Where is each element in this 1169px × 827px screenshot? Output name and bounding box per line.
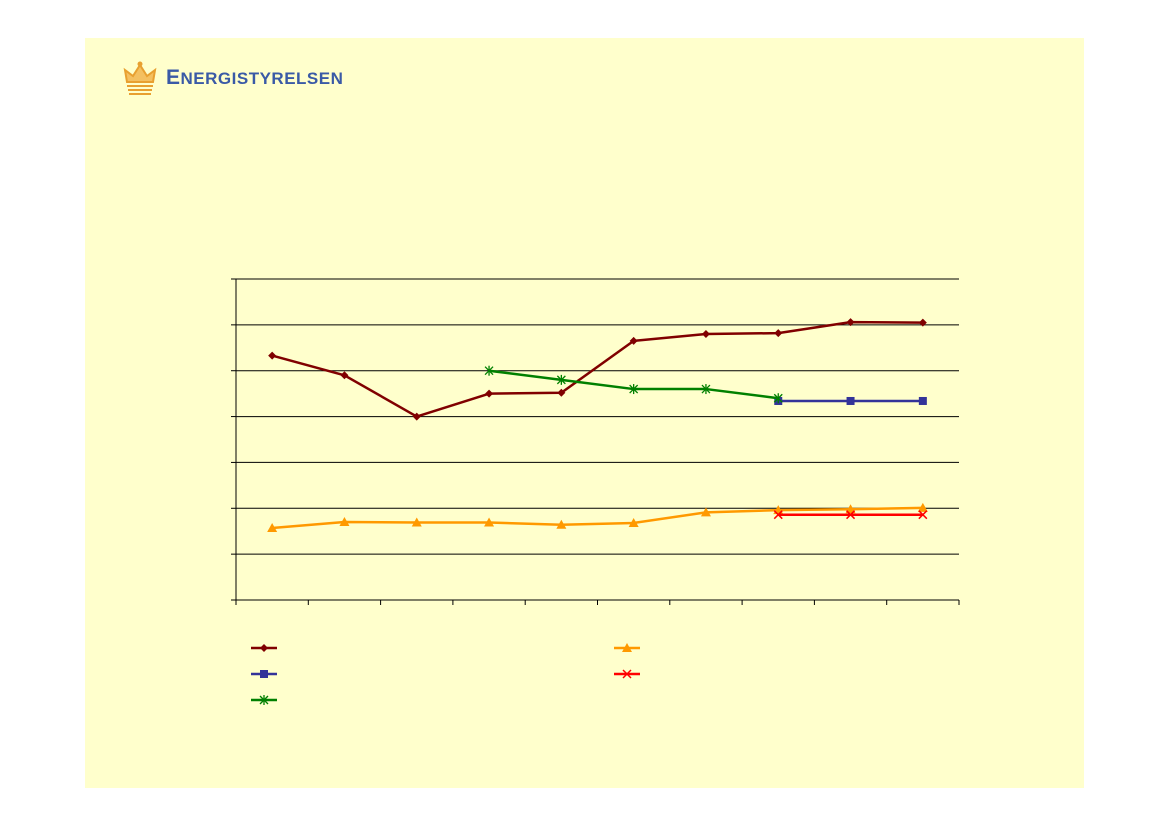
data-point <box>411 517 422 527</box>
data-point <box>628 517 639 527</box>
logo-initial: E <box>166 66 181 89</box>
logo-wordmark: ENERGISTYRELSEN <box>166 66 343 90</box>
logo-rest: NERGISTYRELSEN <box>180 69 344 88</box>
slide-background: ENERGISTYRELSEN <box>85 38 1084 788</box>
data-point <box>845 504 856 514</box>
data-point <box>340 371 349 380</box>
legend-marker <box>622 669 632 679</box>
series-5 <box>484 365 783 404</box>
data-point <box>629 336 638 345</box>
data-point <box>701 330 710 339</box>
legend-entry-2 <box>614 643 640 652</box>
legend-marker <box>259 695 269 705</box>
legend-marker <box>260 670 268 678</box>
chart-axes <box>231 278 960 605</box>
data-point <box>917 502 928 512</box>
data-point <box>556 374 566 385</box>
legend-entry-5 <box>251 695 277 705</box>
data-point <box>846 510 856 520</box>
series-2 <box>267 502 928 533</box>
data-point <box>918 510 928 520</box>
marker-stroke <box>918 510 928 520</box>
series-3 <box>774 396 927 405</box>
legend-entry-4 <box>614 669 640 679</box>
data-point <box>485 389 494 398</box>
legend-marker <box>260 644 268 652</box>
data-point <box>773 510 783 520</box>
data-point <box>267 523 278 533</box>
data-point <box>412 412 421 421</box>
series-line <box>272 506 923 530</box>
data-point <box>484 517 495 527</box>
data-point <box>846 318 855 327</box>
legend-entry-1 <box>251 644 277 652</box>
data-point <box>846 396 855 405</box>
data-point <box>700 507 711 517</box>
data-point <box>339 517 350 527</box>
logo: ENERGISTYRELSEN <box>122 58 343 98</box>
data-point <box>773 393 783 404</box>
legend-entry-3 <box>251 670 277 678</box>
series-4 <box>773 510 928 520</box>
data-point <box>918 318 927 327</box>
data-point <box>556 519 567 529</box>
crown-icon <box>123 61 157 95</box>
marker-stroke <box>773 510 783 520</box>
data-point <box>701 384 711 395</box>
data-point <box>918 396 927 405</box>
marker-stroke <box>846 510 856 520</box>
marker-stroke <box>622 669 632 679</box>
data-point <box>629 384 639 395</box>
legend-marker <box>622 643 632 652</box>
series-line <box>271 320 923 418</box>
chart-series <box>267 318 928 533</box>
chart-legend <box>251 643 640 705</box>
series-1 <box>268 318 927 421</box>
data-point <box>268 351 277 360</box>
data-point <box>484 365 494 376</box>
data-point <box>557 388 566 397</box>
data-point <box>774 329 783 338</box>
